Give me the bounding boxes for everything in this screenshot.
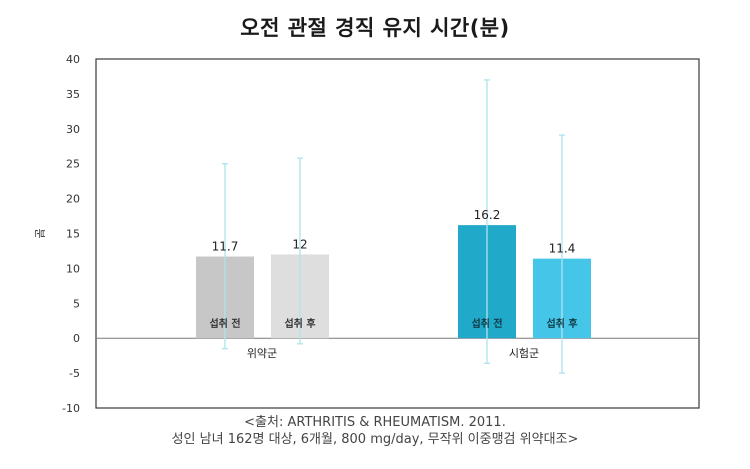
y-tick-label: 5 — [73, 297, 80, 310]
y-tick-label: 30 — [66, 123, 80, 136]
plot-frame — [95, 58, 700, 409]
y-tick-label: 15 — [66, 228, 80, 241]
data-label: 12 — [292, 237, 307, 251]
y-tick-label: 10 — [66, 262, 80, 275]
y-tick-label: -5 — [69, 367, 80, 380]
y-tick-label: 0 — [73, 332, 80, 345]
y-tick-label: 20 — [66, 193, 80, 206]
y-tick-label: 25 — [66, 158, 80, 171]
source-line-1: <출처: ARTHRITIS & RHEUMATISM. 2011. — [244, 415, 506, 430]
source-line-2: 성인 남녀 162명 대상, 6개월, 800 mg/day, 무작위 이중맹검… — [171, 432, 579, 447]
bar-inner-label: 섭취 전 — [209, 317, 240, 330]
chart-title: 오전 관절 경직 유지 시간(분) — [240, 16, 510, 40]
x-category-label: 위약군 — [247, 346, 277, 360]
bar-inner-label: 섭취 후 — [546, 317, 577, 330]
data-label: 11.7 — [212, 240, 239, 254]
data-label: 11.4 — [549, 242, 576, 256]
bar-inner-label: 섭취 후 — [284, 317, 315, 330]
bar-inner-label: 섭취 전 — [471, 317, 502, 330]
y-tick-label: 40 — [66, 53, 80, 66]
data-label: 16.2 — [474, 208, 501, 222]
x-category-label: 시험군 — [509, 347, 539, 360]
y-axis-label: 분 — [33, 228, 46, 238]
y-tick-label: -10 — [62, 402, 80, 415]
y-tick-label: 35 — [66, 88, 80, 101]
